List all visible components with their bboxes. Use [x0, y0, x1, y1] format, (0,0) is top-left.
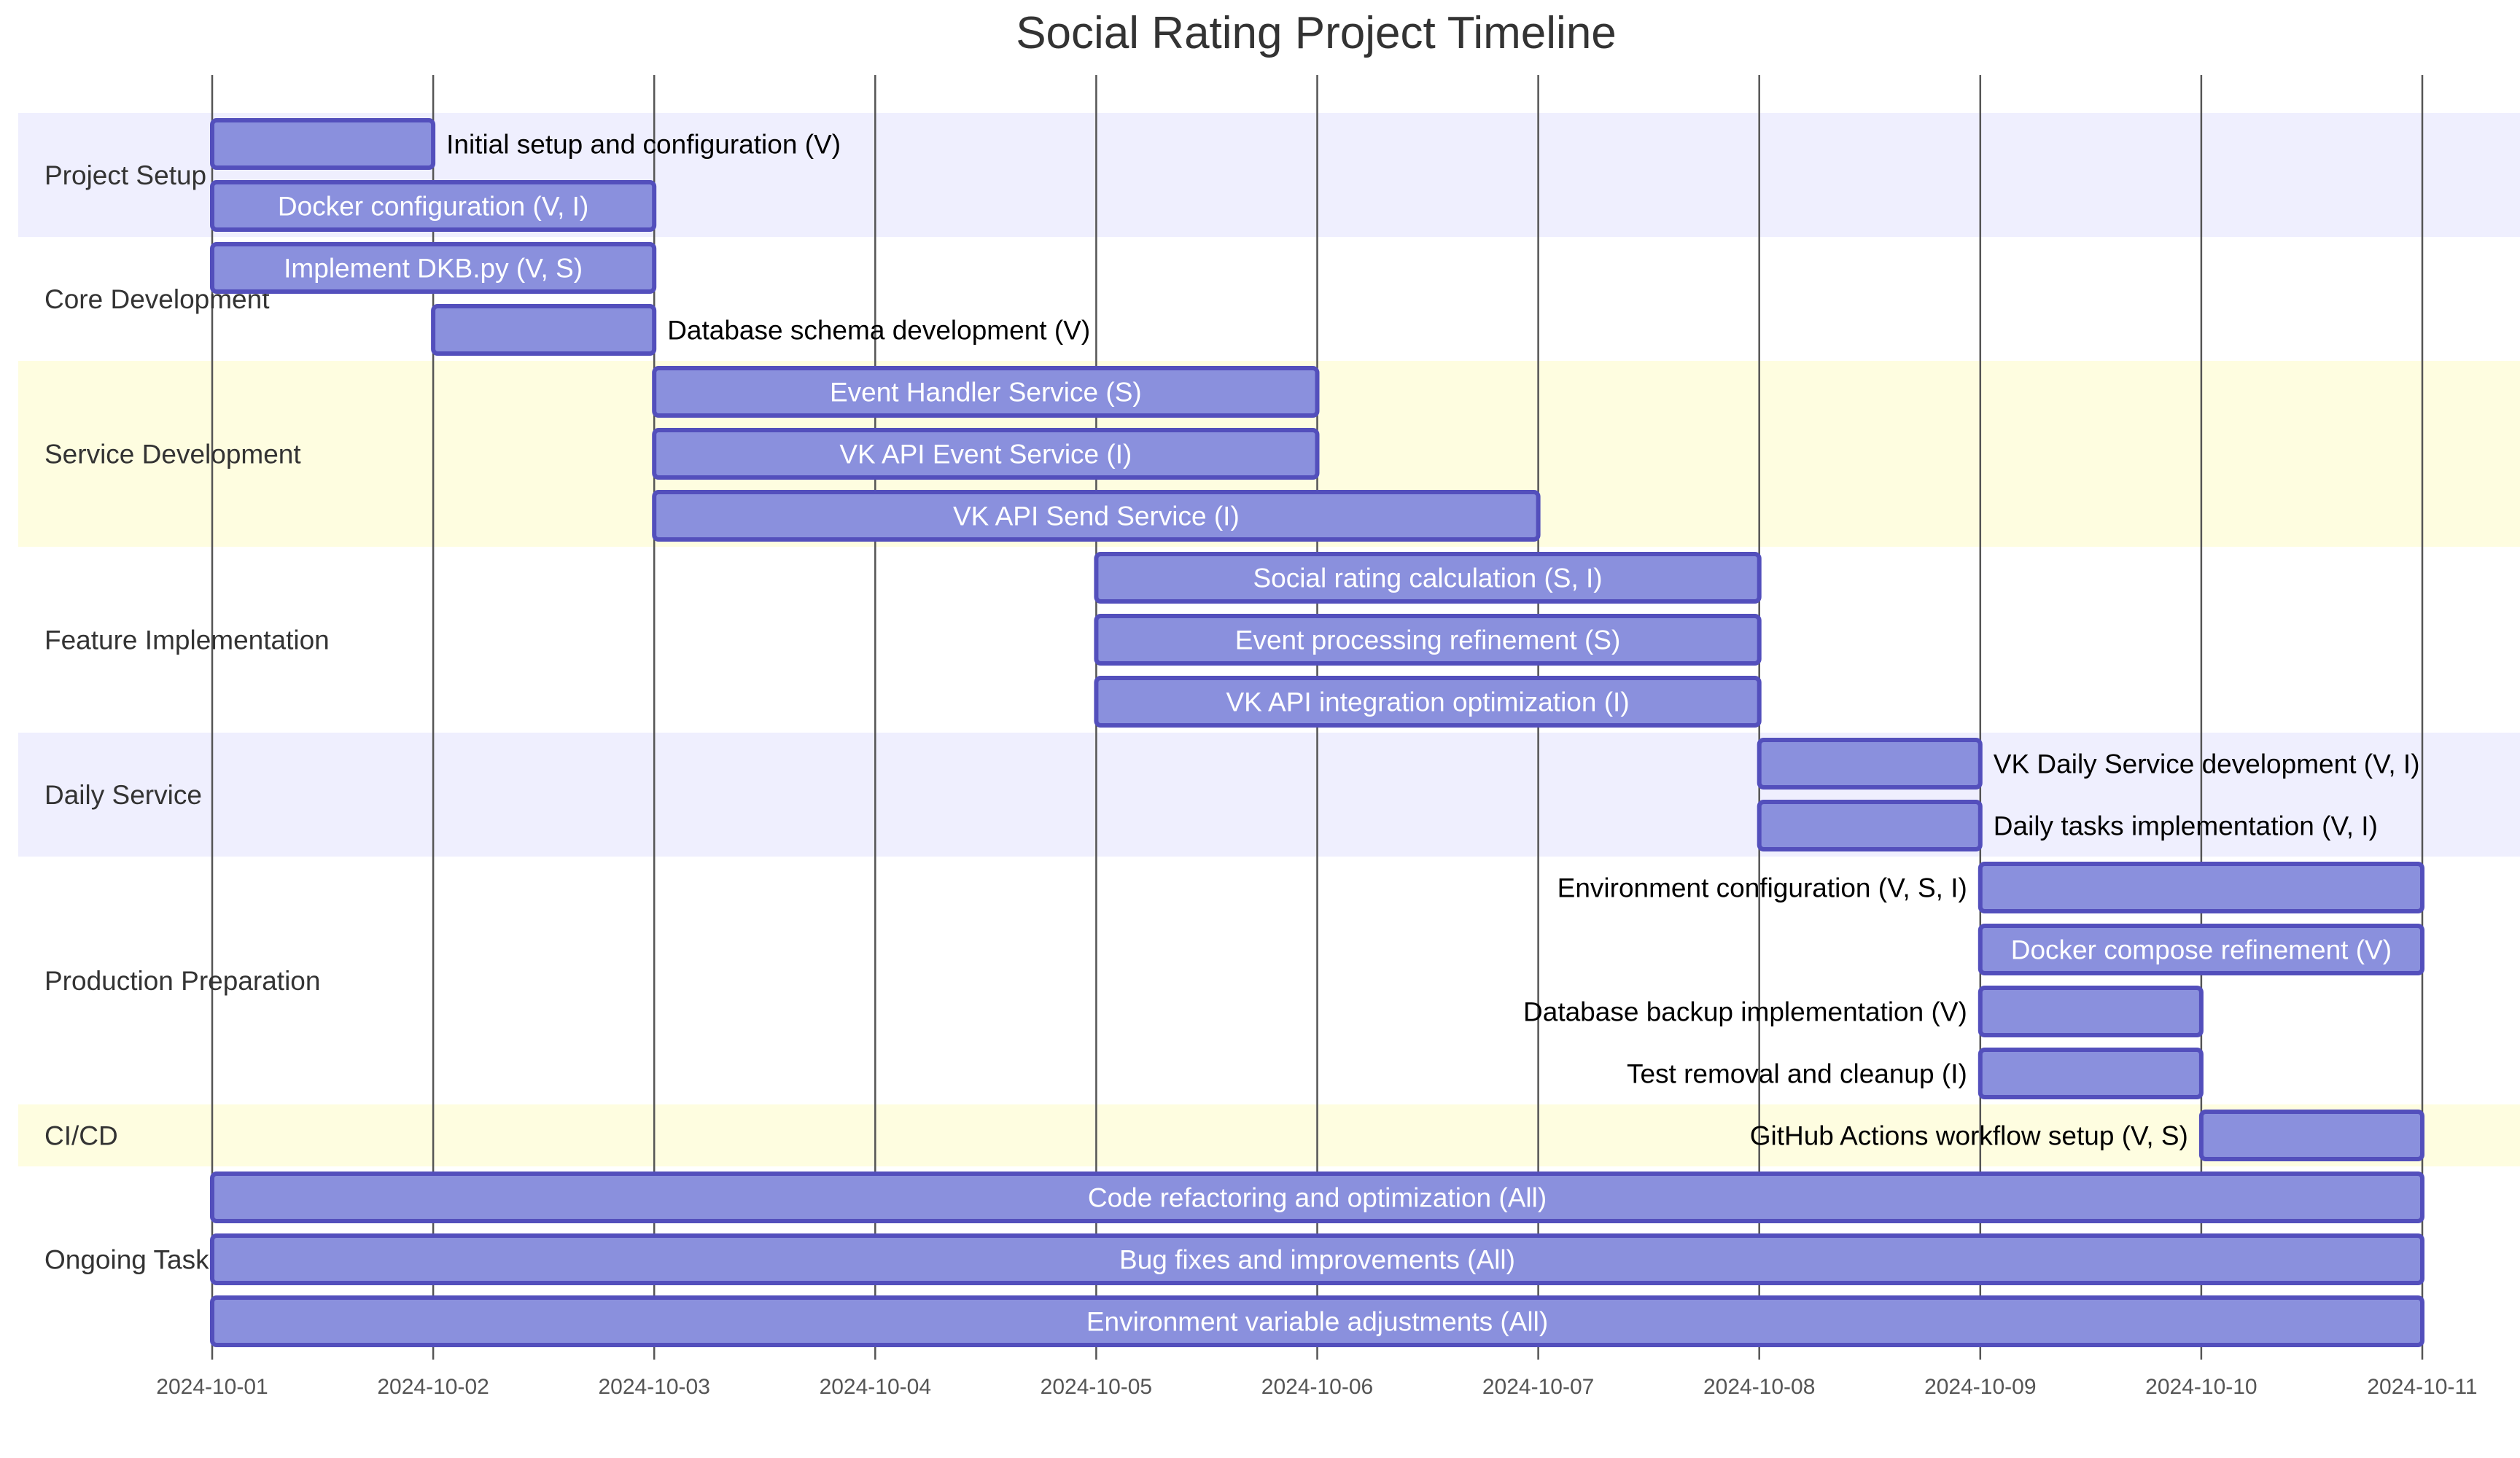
task-label: Docker compose refinement (V)	[2011, 935, 2392, 965]
task-bar	[1978, 862, 2425, 913]
task-bars: Initial setup and configuration (V) Docke…	[210, 118, 2425, 1347]
tick-label: 2024-10-11	[2367, 1375, 2477, 1399]
task-label: Event Handler Service (S)	[830, 378, 1142, 408]
section-band	[18, 1104, 2520, 1166]
task-label: Code refactoring and optimization (All)	[1088, 1183, 1547, 1213]
task-label: Daily tasks implementation (V, I)	[1994, 811, 2378, 841]
task-label: Docker configuration (V, I)	[278, 192, 588, 222]
task-bar	[431, 304, 657, 356]
task-label: VK API Send Service (I)	[953, 502, 1240, 531]
task-label: Initial setup and configuration (V)	[446, 130, 841, 160]
task-bar	[1978, 924, 2425, 975]
section-label: Feature Implementation	[44, 625, 330, 655]
tick-label: 2024-10-05	[1041, 1375, 1152, 1399]
task-label: Database backup implementation (V)	[1523, 997, 1967, 1027]
section-label: Ongoing Tasks	[44, 1245, 222, 1275]
task-bar	[1094, 552, 1762, 604]
task-bar	[1978, 986, 2204, 1037]
task-label: Social rating calculation (S, I)	[1253, 564, 1602, 593]
task-bar	[1094, 676, 1762, 728]
task-bar	[1094, 614, 1762, 666]
section-label: Service Development	[44, 440, 301, 469]
task-bar	[210, 118, 436, 170]
task-label: Implement DKB.py (V, S)	[284, 254, 583, 284]
task-label: Environment variable adjustments (All)	[1086, 1307, 1548, 1337]
task-bar	[210, 1295, 2424, 1347]
section-label: Production Preparation	[44, 966, 320, 996]
tick-label: 2024-10-07	[1482, 1375, 1594, 1399]
task-label: VK API integration optimization (I)	[1226, 687, 1629, 717]
tick-label: 2024-10-01	[156, 1375, 268, 1399]
tick-label: 2024-10-04	[820, 1375, 931, 1399]
section-label: CI/CD	[44, 1121, 118, 1151]
task-label: Event processing refinement (S)	[1235, 625, 1621, 655]
task-bar	[2198, 1110, 2424, 1161]
task-bar	[1757, 800, 1983, 851]
section-bands	[18, 113, 2520, 1352]
section-band	[18, 733, 2520, 857]
task-bar	[1757, 738, 1983, 790]
tick-label: 2024-10-08	[1703, 1375, 1815, 1399]
tick-label: 2024-10-02	[377, 1375, 489, 1399]
task-bar	[652, 428, 1320, 480]
tick-label: 2024-10-10	[2145, 1375, 2257, 1399]
section-label: Project Setup	[44, 160, 206, 190]
task-bar	[652, 490, 1541, 542]
tick-label: 2024-10-06	[1261, 1375, 1373, 1399]
x-axis-ticks: 2024-10-01 2024-10-02 2024-10-03 2024-10-04…	[156, 1351, 2478, 1399]
task-bar	[652, 366, 1320, 418]
task-label: GitHub Actions workflow setup (V, S)	[1750, 1121, 2188, 1151]
task-label: Test removal and cleanup (I)	[1627, 1059, 1967, 1089]
task-label: VK Daily Service development (V, I)	[1994, 749, 2420, 779]
tick-label: 2024-10-03	[598, 1375, 709, 1399]
task-label: Database schema development (V)	[667, 316, 1090, 346]
task-bar	[210, 242, 657, 294]
task-bar	[210, 1233, 2424, 1285]
chart-title: Social Rating Project Timeline	[1016, 8, 1617, 58]
task-bar	[1978, 1048, 2204, 1099]
task-label: Bug fixes and improvements (All)	[1119, 1245, 1515, 1275]
task-bar	[210, 1172, 2424, 1223]
section-label: Daily Service	[44, 780, 202, 810]
task-label: VK API Event Service (I)	[839, 440, 1132, 469]
tick-label: 2024-10-09	[1924, 1375, 2036, 1399]
task-bar	[210, 180, 657, 232]
task-label: Environment configuration (V, S, I)	[1558, 873, 1967, 903]
